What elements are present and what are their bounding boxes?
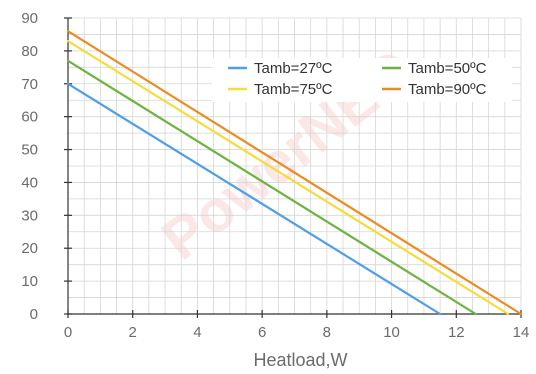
legend-background <box>212 58 512 102</box>
x-tick-label: 12 <box>448 324 465 341</box>
y-tick-label: 40 <box>21 174 38 191</box>
axis-layer: 0 10 20 30 40 50 60 70 80 90 0 2 4 6 8 10 12 14 <box>21 10 529 341</box>
x-tick-label: 8 <box>323 324 331 341</box>
y-tick-label: 80 <box>21 43 38 60</box>
legend-label: Tamb=75ºC <box>254 81 333 98</box>
y-tick-label: 20 <box>21 240 38 257</box>
x-axis-title: Heatload,W <box>253 350 347 370</box>
series-line-1 <box>66 82 442 316</box>
legend-label: Tamb=90ºC <box>408 81 487 98</box>
y-tick-label: 0 <box>30 306 38 323</box>
y-tick-label: 30 <box>21 207 38 224</box>
series-layer <box>66 30 523 316</box>
x-tick-label: 0 <box>64 324 72 341</box>
legend-label: Tamb=27ºC <box>254 60 333 77</box>
x-tick-label: 14 <box>513 324 530 341</box>
y-tick-label: 50 <box>21 142 38 159</box>
x-tick-label: 10 <box>383 324 400 341</box>
series-line-3 <box>66 39 510 316</box>
legend-label: Tamb=50ºC <box>408 60 487 77</box>
y-tick-label: 60 <box>21 109 38 126</box>
series-line-4 <box>66 30 523 316</box>
y-tick-label: 10 <box>21 273 38 290</box>
x-tick-label: 6 <box>258 324 266 341</box>
x-tick-label: 4 <box>193 324 201 341</box>
y-tick-label: 90 <box>21 10 38 27</box>
x-tick-label: 2 <box>129 324 137 341</box>
y-tick-label: 70 <box>21 76 38 93</box>
series-line-2 <box>66 59 477 316</box>
legend: Tamb=27ºC Tamb=50ºC Tamb=75ºC Tamb=90ºC <box>212 58 512 102</box>
